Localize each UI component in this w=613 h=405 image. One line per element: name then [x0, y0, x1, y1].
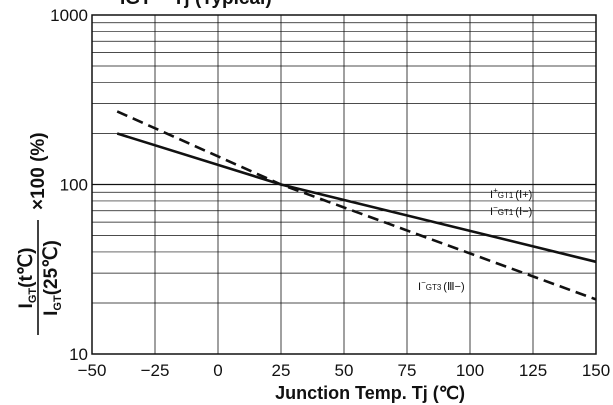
svg-text:IGT(t℃): IGT(t℃) — [16, 248, 39, 309]
x-axis-label: Junction Temp. Tj (℃) — [275, 383, 465, 403]
x-tick-label: 100 — [456, 361, 484, 380]
legend-solid-line1: I+GT1 (Ⅰ+) — [490, 186, 532, 201]
x-tick-label: −50 — [78, 361, 107, 380]
y-axis-label: IGT(t℃) IGT(25℃) ×100 (%) — [16, 132, 64, 335]
y-tick-label: 10 — [69, 345, 88, 364]
y-label-num-main: I — [16, 303, 37, 308]
x-tick-label: 0 — [213, 361, 222, 380]
y-label-num-sub: GT — [27, 288, 39, 304]
legend-solid-line2: I−GT1 (Ⅰ−) — [490, 203, 532, 218]
plot-frame — [91, 14, 597, 355]
y-label-multiplier: ×100 (%) — [28, 132, 49, 210]
chart-title: IGT – Tj (Typical) — [120, 0, 272, 9]
y-label-den-sub: GT — [52, 295, 64, 311]
series-group — [116, 110, 597, 301]
x-tick-label: 125 — [519, 361, 547, 380]
y-tick-label: 100 — [60, 176, 88, 195]
grid — [91, 15, 597, 354]
y-label-den-arg: (25℃) — [41, 240, 62, 295]
y-label-den-main: I — [41, 311, 62, 316]
x-tick-label: 150 — [582, 361, 610, 380]
y-axis-ticks: 10 100 1000 — [50, 6, 88, 364]
x-tick-label: 25 — [272, 361, 291, 380]
y-label-num-arg: (t℃) — [16, 248, 37, 288]
x-tick-label: 50 — [335, 361, 354, 380]
series-line-dashed — [116, 110, 597, 301]
svg-text:IGT(25℃): IGT(25℃) — [41, 240, 64, 316]
y-tick-label: 1000 — [50, 6, 88, 25]
legend-dashed: I−GT3 (Ⅲ−) — [418, 278, 465, 293]
x-axis-ticks: −50 −25 0 25 50 75 100 125 150 — [78, 361, 611, 380]
x-tick-label: 75 — [398, 361, 417, 380]
x-tick-label: −25 — [141, 361, 170, 380]
